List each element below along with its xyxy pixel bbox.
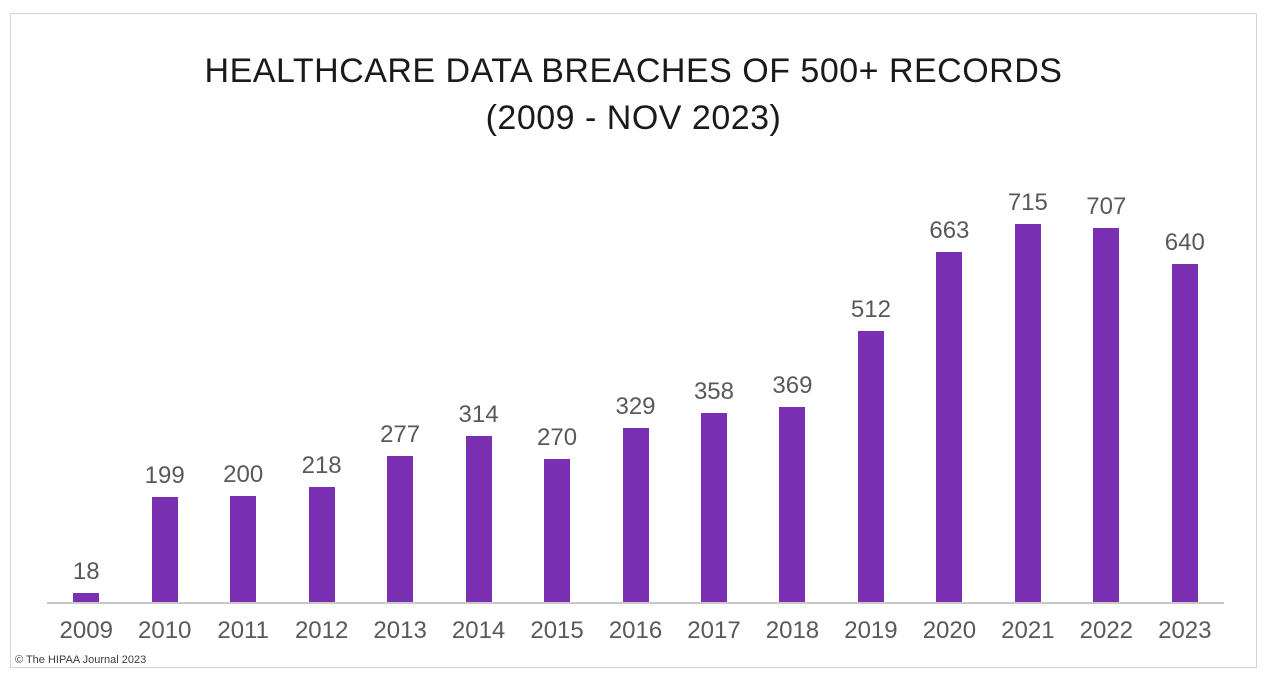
plot-area: 18 199 200 218 277 314 270 329 358 369 512 663 715 70…: [47, 182, 1224, 604]
bar-value-label: 512: [850, 296, 891, 324]
bar: [857, 331, 884, 602]
x-axis-tick-label: 2021: [1001, 617, 1055, 644]
x-axis-tick-label: 2018: [765, 617, 820, 644]
bar-column: 715: [989, 189, 1067, 602]
bar-value-label: 314: [458, 401, 499, 428]
bar: [700, 412, 727, 602]
bar: [230, 496, 257, 602]
bar-value-label: 707: [1086, 193, 1127, 221]
x-axis-tick-label: 2022: [1079, 617, 1134, 644]
chart-subtitle: (2009 - NOV 2023): [485, 99, 782, 137]
x-axis-tick-label: 2013: [373, 617, 427, 644]
bar-value-label: 640: [1164, 228, 1205, 256]
bar-value-label: 270: [537, 424, 578, 452]
x-axis-tick-label: 2016: [608, 617, 663, 644]
bar: [308, 486, 335, 602]
bar: [622, 428, 649, 602]
bar: [1171, 263, 1198, 602]
bar-value-label: 218: [301, 451, 342, 479]
bar-value-label: 715: [1007, 189, 1048, 216]
x-axis-labels: 2009 2010 2011 2012 2013 2014 2015 2016 2017 2018…: [47, 617, 1224, 645]
bar-value-label: 358: [693, 377, 734, 405]
bar-column: 512: [832, 296, 910, 602]
bar-column: 329: [596, 393, 674, 602]
bar-value-label: 277: [380, 420, 421, 448]
bar-value-label: 200: [223, 461, 264, 489]
x-axis-tick-label: 2010: [138, 617, 192, 644]
bar-value-label: 663: [929, 216, 970, 244]
bar: [387, 455, 414, 602]
bar-value-label: 369: [772, 371, 813, 399]
x-axis-tick-label: 2014: [451, 617, 506, 644]
bar: [1014, 224, 1041, 602]
bar-column: 218: [282, 452, 360, 602]
bar-column: 707: [1067, 193, 1145, 602]
bar-column: 640: [1146, 229, 1224, 602]
bar: [544, 459, 571, 602]
bar: [73, 592, 100, 602]
chart-title-block: HEALTHCARE DATA BREACHES OF 500+ RECORDS…: [11, 48, 1256, 142]
bar: [465, 436, 492, 602]
x-axis-tick-label: 2017: [687, 617, 741, 644]
bar-column: 18: [47, 557, 125, 602]
bar-value-label: 199: [144, 461, 185, 489]
bar-value-label: 18: [72, 557, 100, 585]
x-axis-tick-label: 2012: [294, 617, 349, 644]
x-axis-tick-label: 2009: [59, 617, 113, 644]
x-axis-tick-label: 2019: [844, 617, 898, 644]
bar-column: 358: [675, 378, 753, 602]
bar: [1093, 228, 1120, 602]
x-axis-tick-label: 2020: [922, 617, 977, 644]
bar-column: 663: [910, 216, 988, 602]
attribution-text: © The HIPAA Journal 2023: [15, 654, 147, 666]
x-axis-tick-label: 2023: [1158, 617, 1212, 644]
chart-title: HEALTHCARE DATA BREACHES OF 500+ RECORDS: [204, 52, 1063, 90]
bar-value-label: 329: [615, 393, 656, 421]
chart-frame: HEALTHCARE DATA BREACHES OF 500+ RECORDS…: [10, 13, 1257, 668]
bar: [151, 496, 178, 602]
bar-column: 200: [204, 461, 282, 602]
bar-column: 277: [361, 421, 439, 602]
bar-column: 199: [125, 462, 203, 602]
bar-column: 314: [439, 401, 517, 602]
bar-column: 270: [518, 424, 596, 602]
x-axis-tick-label: 2015: [530, 617, 584, 644]
bar-column: 369: [753, 372, 831, 602]
bar: [936, 251, 963, 602]
x-axis-tick-label: 2011: [217, 617, 269, 644]
bar: [779, 406, 806, 602]
